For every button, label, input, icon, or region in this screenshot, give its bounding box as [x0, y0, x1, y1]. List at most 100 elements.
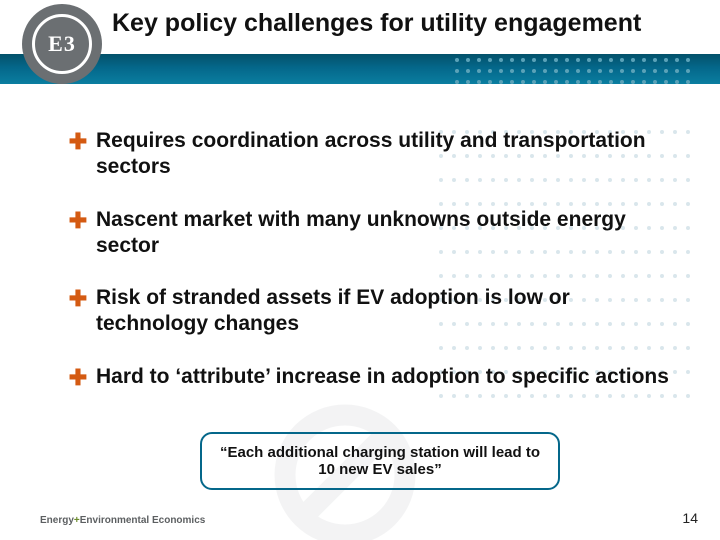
dot [521, 69, 525, 73]
footer-brand: Energy+Environmental Economics [40, 515, 205, 526]
dot [532, 58, 536, 62]
dot [664, 80, 668, 84]
dot [576, 80, 580, 84]
plus-icon: ✚ [68, 132, 88, 152]
logo-inner: E3 [32, 14, 92, 74]
dot [587, 58, 591, 62]
bullet-text: Risk of stranded assets if EV adoption i… [96, 285, 670, 338]
dot [673, 394, 677, 398]
dot [631, 80, 635, 84]
dot [455, 80, 459, 84]
dot [673, 298, 677, 302]
dot [455, 69, 459, 73]
dot [686, 226, 690, 230]
dot [598, 80, 602, 84]
header: E3 Key policy challenges for utility eng… [0, 0, 720, 88]
dot [510, 58, 514, 62]
dot [543, 80, 547, 84]
dot [673, 226, 677, 230]
dot [554, 80, 558, 84]
dot [510, 80, 514, 84]
dot [673, 154, 677, 158]
dot [686, 58, 690, 62]
dot [565, 80, 569, 84]
dot [477, 80, 481, 84]
page-number: 14 [682, 510, 698, 526]
dot [642, 58, 646, 62]
dot [686, 394, 690, 398]
bullet-text: Requires coordination across utility and… [96, 128, 670, 181]
dot [686, 80, 690, 84]
dot [510, 69, 514, 73]
dot [673, 346, 677, 350]
dot [686, 178, 690, 182]
dot [686, 250, 690, 254]
dot [686, 322, 690, 326]
dot [673, 274, 677, 278]
plus-icon: ✚ [68, 368, 88, 388]
dot [653, 80, 657, 84]
dot-row [430, 58, 690, 62]
dot [642, 69, 646, 73]
dot [576, 69, 580, 73]
dot [686, 274, 690, 278]
dot [576, 58, 580, 62]
dot [499, 69, 503, 73]
dot [499, 80, 503, 84]
dot [686, 69, 690, 73]
dot [521, 58, 525, 62]
dot [686, 370, 690, 374]
dot [673, 370, 677, 374]
dot [631, 58, 635, 62]
dot [587, 80, 591, 84]
dot [598, 58, 602, 62]
callout: “Each additional charging station will l… [200, 432, 560, 490]
logo: E3 [24, 6, 100, 82]
dot [532, 69, 536, 73]
dot [675, 80, 679, 84]
dot [609, 69, 613, 73]
dot [488, 80, 492, 84]
dot [565, 58, 569, 62]
dot [686, 298, 690, 302]
dot [653, 58, 657, 62]
dot [466, 58, 470, 62]
plus-icon: ✚ [68, 289, 88, 309]
bullet-item: ✚ Hard to ‘attribute’ increase in adoptio… [68, 364, 670, 390]
dot [598, 69, 602, 73]
dot [532, 80, 536, 84]
dot-row [430, 80, 690, 84]
dot [620, 80, 624, 84]
page-title: Key policy challenges for utility engage… [112, 8, 680, 39]
bullet-text: Hard to ‘attribute’ increase in adoption… [96, 364, 669, 390]
dot [499, 58, 503, 62]
dot [675, 58, 679, 62]
dot [565, 69, 569, 73]
dot [466, 80, 470, 84]
dot [675, 69, 679, 73]
dot [673, 130, 677, 134]
dot [686, 346, 690, 350]
dot [477, 69, 481, 73]
dot [554, 58, 558, 62]
dot [673, 178, 677, 182]
dot [673, 250, 677, 254]
bullet-item: ✚ Risk of stranded assets if EV adoption … [68, 285, 670, 338]
dot [543, 58, 547, 62]
dot [466, 69, 470, 73]
plus-icon: ✚ [68, 211, 88, 231]
dot-row [430, 69, 690, 73]
logo-text: E3 [48, 31, 76, 57]
dot [609, 58, 613, 62]
dot [653, 69, 657, 73]
dot [664, 58, 668, 62]
footer-brand-a: Energy [40, 515, 74, 526]
logo-ring: E3 [24, 6, 100, 82]
bullet-text: Nascent market with many unknowns outsid… [96, 207, 670, 260]
callout-text: “Each additional charging station will l… [200, 432, 560, 490]
dot [686, 154, 690, 158]
bullet-item: ✚ Nascent market with many unknowns outsi… [68, 207, 670, 260]
dot [620, 69, 624, 73]
dot [664, 69, 668, 73]
bullet-item: ✚ Requires coordination across utility an… [68, 128, 670, 181]
